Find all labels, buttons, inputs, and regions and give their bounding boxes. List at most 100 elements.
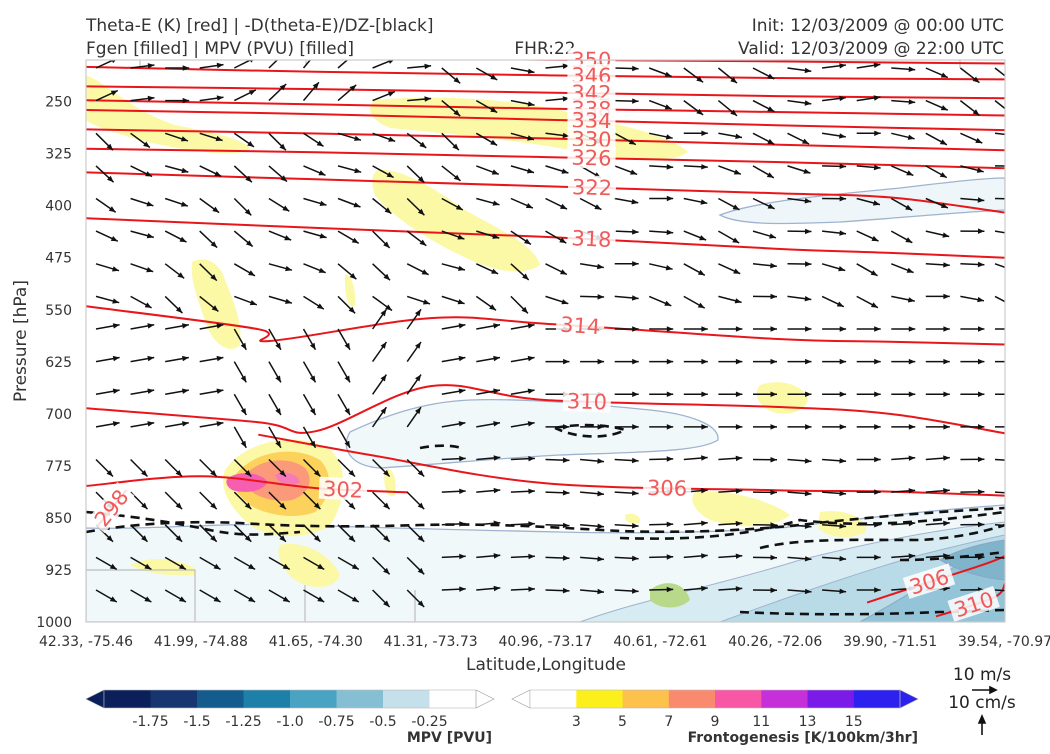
y-tick-label: 250 bbox=[45, 95, 72, 111]
theta-e-label-text: 326 bbox=[571, 146, 612, 171]
mpv-colorbar-label: MPV [PVU] bbox=[407, 730, 492, 746]
y-tick-label: 550 bbox=[45, 303, 72, 319]
mpv-colorbar: -1.75 -1.5 -1.25 -1.0 -0.75 -0.5 -0.25 bbox=[86, 690, 494, 730]
y-axis-label: Pressure [hPa] bbox=[11, 280, 31, 402]
y-tick-label: 625 bbox=[45, 355, 72, 371]
wind-vector-head bbox=[1009, 302, 1016, 307]
colorbar-extend-right bbox=[900, 690, 918, 708]
colorbar-tick-label: -0.75 bbox=[318, 714, 354, 730]
colorbar-segment bbox=[430, 690, 477, 708]
colorbar-segment bbox=[383, 690, 430, 708]
theta-e-label-text: 314 bbox=[559, 313, 601, 340]
x-tick-label: 41.65, -74.30 bbox=[269, 634, 363, 650]
colorbar-segment bbox=[530, 690, 577, 708]
theta-e-label: 322 bbox=[568, 175, 617, 200]
wind-vector-head bbox=[1011, 267, 1018, 272]
wind-vector-head bbox=[1007, 109, 1014, 115]
colorbar-tick-label: -1.25 bbox=[225, 714, 261, 730]
theta-e-label-text: 310 bbox=[566, 389, 607, 414]
colorbar-tick-label: -0.25 bbox=[411, 714, 447, 730]
x-tick-label: 42.33, -75.46 bbox=[39, 634, 133, 650]
fgen-colorbar-label: Frontogenesis [K/100km/3hr] bbox=[688, 730, 918, 746]
wind-vector-head bbox=[1012, 556, 1019, 562]
x-tick-label: 41.99, -74.88 bbox=[154, 634, 248, 650]
wind-vector-head bbox=[1013, 196, 1020, 201]
colorbar-segment bbox=[290, 690, 337, 708]
colorbar-tick-label: -1.75 bbox=[132, 714, 168, 730]
wind-vector-head bbox=[1013, 392, 1019, 398]
theta-e-label-text: 318 bbox=[571, 226, 612, 252]
theta-e-label: 310 bbox=[562, 389, 611, 415]
wind-vector-head bbox=[1013, 326, 1019, 331]
x-tick-label: 40.61, -72.61 bbox=[613, 634, 707, 650]
y-tick-label: 850 bbox=[45, 511, 72, 527]
theta-e-label: 318 bbox=[567, 226, 616, 252]
colorbar-tick-label: 7 bbox=[664, 714, 673, 730]
theta-e-label: 306 bbox=[643, 476, 691, 501]
theta-e-label: 326 bbox=[567, 146, 615, 171]
vector-key-vertical-label: 10 cm/s bbox=[948, 693, 1016, 713]
colorbar-extend-right bbox=[476, 690, 494, 708]
colorbar-extend-left bbox=[512, 690, 530, 708]
colorbar-segment bbox=[197, 690, 244, 708]
y-tick-label: 775 bbox=[45, 459, 72, 475]
x-tick-label: 40.26, -72.06 bbox=[728, 634, 822, 650]
x-tick-label: 39.90, -71.51 bbox=[843, 634, 937, 650]
vector-key-vertical-arrowhead bbox=[979, 716, 985, 723]
colorbar-tick-label: 5 bbox=[618, 714, 627, 730]
colorbar-extend-left bbox=[86, 690, 104, 708]
x-axis-label: Latitude,Longitude bbox=[466, 655, 626, 675]
wind-vector-head bbox=[1013, 163, 1020, 168]
wind-vector bbox=[995, 199, 1019, 200]
vector-key-horizontal-label: 10 m/s bbox=[953, 665, 1011, 685]
theta-e-label: 314 bbox=[555, 312, 604, 339]
colorbar-segment bbox=[151, 690, 198, 708]
colorbar-segment bbox=[808, 690, 855, 708]
colorbar-tick-label: -1.5 bbox=[183, 714, 210, 730]
theta-e-label-text: 322 bbox=[572, 175, 613, 200]
theta-e-label: 302 bbox=[319, 477, 368, 503]
title-left-line2: Fgen [filled] | MPV (PVU) [filled] bbox=[86, 39, 354, 59]
wind-vector-head bbox=[1007, 77, 1014, 83]
y-axis-ticks: 250 325 400 475 550 625 700 775 850 925 1000 bbox=[36, 95, 72, 631]
colorbar-segment bbox=[244, 690, 291, 708]
y-tick-label: 475 bbox=[45, 251, 72, 267]
colorbar-tick-label: -1.0 bbox=[276, 714, 303, 730]
colorbar-segment bbox=[669, 690, 716, 708]
colorbar-segment bbox=[854, 690, 901, 708]
init-time: Init: 12/03/2009 @ 00:00 UTC bbox=[752, 16, 1004, 36]
wind-vector-head bbox=[1013, 424, 1019, 430]
colorbar-tick-label: 9 bbox=[711, 714, 720, 730]
theta-e-label-text: 302 bbox=[322, 477, 363, 503]
wind-vector-head bbox=[1012, 523, 1019, 528]
valid-time: Valid: 12/03/2009 @ 22:00 UTC bbox=[738, 39, 1004, 59]
colorbar-tick-label: 13 bbox=[799, 714, 817, 730]
y-tick-label: 1000 bbox=[36, 615, 72, 631]
y-tick-label: 400 bbox=[45, 199, 72, 215]
colorbar-tick-label: 15 bbox=[845, 714, 863, 730]
colorbar-tick-label: 3 bbox=[572, 714, 581, 730]
wind-vector-head bbox=[1013, 359, 1019, 365]
wind-vector-head bbox=[1012, 231, 1019, 236]
wind-vector-head bbox=[1012, 458, 1019, 464]
colorbar-tick-label: -0.5 bbox=[369, 714, 396, 730]
y-tick-label: 325 bbox=[45, 147, 72, 163]
fgen-colorbar: 3 5 7 9 11 13 15 bbox=[512, 690, 918, 730]
y-tick-label: 700 bbox=[45, 407, 72, 423]
wind-vector-head bbox=[1012, 588, 1019, 594]
colorbar-segment bbox=[104, 690, 151, 708]
wind-vector-head bbox=[1012, 491, 1019, 496]
colorbar-segment bbox=[715, 690, 762, 708]
colorbar-segment bbox=[337, 690, 384, 708]
y-tick-label: 925 bbox=[45, 563, 72, 579]
x-tick-label: 39.54, -70.97 bbox=[958, 634, 1050, 650]
colorbar-segment bbox=[761, 690, 808, 708]
colorbar-tick-label: 11 bbox=[752, 714, 770, 730]
title-left-line1: Theta-E (K) [red] | -D(theta-E)/DZ-[blac… bbox=[85, 16, 434, 36]
colorbar-segment bbox=[576, 690, 623, 708]
x-tick-label: 41.31, -73.73 bbox=[384, 634, 478, 650]
x-tick-label: 40.96, -73.17 bbox=[498, 634, 592, 650]
colorbar-segment bbox=[623, 690, 670, 708]
